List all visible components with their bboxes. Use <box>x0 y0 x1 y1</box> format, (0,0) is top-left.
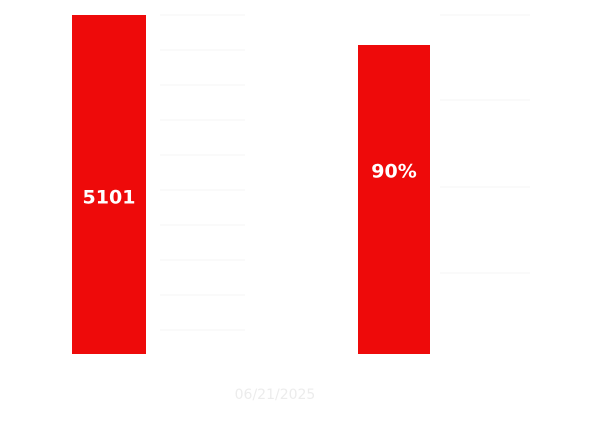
bar <box>358 45 430 354</box>
bar-label: 90% <box>371 161 416 183</box>
bar-label: 5101 <box>83 187 136 209</box>
date-label: 06/21/2025 <box>235 387 316 403</box>
bar <box>72 15 146 354</box>
faint-guides <box>160 14 530 331</box>
